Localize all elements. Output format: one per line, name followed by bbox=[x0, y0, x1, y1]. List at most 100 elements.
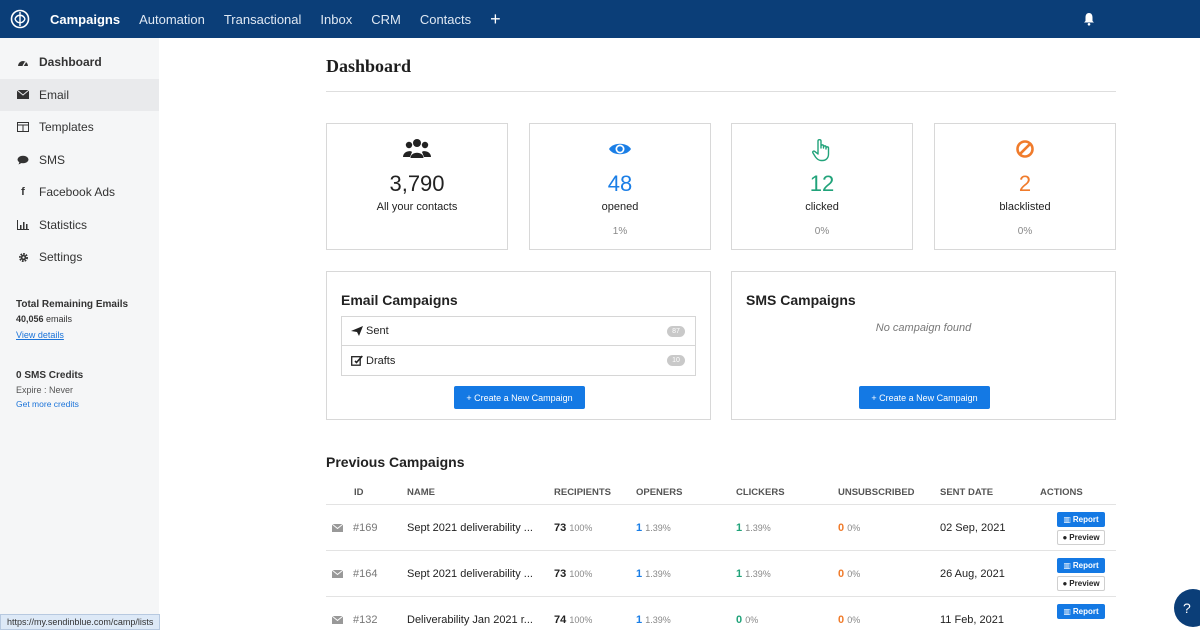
envelope-icon bbox=[332, 616, 343, 624]
nav-contacts[interactable]: Contacts bbox=[419, 11, 472, 27]
sent-date: 26 Aug, 2021 bbox=[940, 568, 1005, 580]
campaign-row-drafts[interactable]: Drafts 10 bbox=[342, 346, 695, 375]
email-campaigns-list: Sent 87 Drafts 10 bbox=[341, 316, 696, 376]
stat-percent: 0% bbox=[1017, 226, 1033, 237]
sidebar-item-statistics[interactable]: Statistics bbox=[0, 209, 159, 242]
campaign-name[interactable]: Deliverability Jan 2021 r... bbox=[407, 614, 533, 626]
eye-icon: ● bbox=[1062, 579, 1068, 588]
table-row[interactable]: #132 Deliverability Jan 2021 r... 74 100… bbox=[326, 596, 1116, 630]
sidebar-item-label: Dashboard bbox=[39, 55, 102, 70]
campaign-id: #169 bbox=[353, 522, 378, 534]
chart-icon: ▥ bbox=[1063, 515, 1071, 524]
eye-icon bbox=[609, 143, 631, 155]
recipients-cell: 73 100% bbox=[554, 568, 593, 580]
sent-date: 02 Sep, 2021 bbox=[940, 522, 1006, 534]
envelope-icon bbox=[16, 89, 30, 101]
campaign-row-label: Sent bbox=[366, 325, 389, 337]
dashboard-icon bbox=[16, 56, 30, 68]
report-button[interactable]: ▥ Report bbox=[1057, 604, 1105, 619]
envelope-icon bbox=[332, 570, 343, 578]
users-icon bbox=[403, 139, 431, 158]
sms-expire: Expire : Never bbox=[16, 384, 74, 395]
stat-value: 12 bbox=[809, 171, 835, 196]
edit-icon bbox=[351, 355, 363, 366]
column-header-id: ID bbox=[354, 487, 364, 498]
sidebar: Dashboard Email Templates SMS f Facebook… bbox=[0, 38, 159, 630]
sidebar-item-templates[interactable]: Templates bbox=[0, 111, 159, 144]
sidebar-item-label: SMS bbox=[39, 152, 66, 167]
get-more-credits-link[interactable]: Get more credits bbox=[16, 398, 79, 409]
preview-button[interactable]: ● Preview bbox=[1057, 530, 1105, 545]
openers-cell: 1 1.39% bbox=[636, 568, 671, 580]
page-title: Dashboard bbox=[326, 56, 412, 76]
campaign-id: #164 bbox=[353, 568, 378, 580]
bell-icon[interactable] bbox=[1083, 12, 1095, 26]
sidebar-item-settings[interactable]: Settings bbox=[0, 241, 159, 274]
sidebar-item-label: Templates bbox=[39, 120, 94, 135]
sendinblue-logo-icon[interactable] bbox=[9, 8, 31, 30]
campaign-row-sent[interactable]: Sent 87 bbox=[342, 317, 695, 346]
table-row[interactable]: #169 Sept 2021 deliverability ... 73 100… bbox=[326, 504, 1116, 550]
sidebar-item-label: Statistics bbox=[39, 217, 88, 232]
envelope-icon bbox=[332, 524, 343, 532]
nav-inbox[interactable]: Inbox bbox=[320, 11, 353, 27]
recipients-cell: 73 100% bbox=[554, 522, 593, 534]
facebook-icon: f bbox=[21, 186, 25, 199]
help-chat-button[interactable]: ? bbox=[1174, 589, 1200, 627]
no-campaign-message: No campaign found bbox=[875, 322, 972, 334]
chart-icon: ▥ bbox=[1063, 607, 1071, 616]
column-header-sent-date: SENT DATE bbox=[940, 487, 994, 498]
stat-card-opened[interactable]: 48 opened 1% bbox=[529, 123, 711, 250]
status-url-bar: https://my.sendinblue.com/camp/lists bbox=[0, 614, 161, 630]
top-nav: Campaigns Automation Transactional Inbox… bbox=[0, 0, 1200, 38]
stat-percent: 0% bbox=[814, 226, 830, 237]
nav-campaigns[interactable]: Campaigns bbox=[50, 11, 121, 27]
remaining-emails-panel: Total Remaining Emails 40,056 emails Vie… bbox=[0, 299, 159, 340]
sms-campaigns-card: SMS Campaigns No campaign found + Create… bbox=[731, 271, 1116, 420]
sidebar-item-sms[interactable]: SMS bbox=[0, 144, 159, 177]
table-row[interactable]: #164 Sept 2021 deliverability ... 73 100… bbox=[326, 550, 1116, 596]
stat-card-contacts[interactable]: 3,790 All your contacts bbox=[326, 123, 508, 250]
paper-plane-icon bbox=[351, 326, 363, 336]
title-divider bbox=[326, 91, 1116, 92]
count-badge: 87 bbox=[667, 326, 685, 337]
campaign-name[interactable]: Sept 2021 deliverability ... bbox=[407, 568, 533, 580]
report-button[interactable]: ▥ Report bbox=[1057, 558, 1105, 573]
report-button[interactable]: ▥ Report bbox=[1057, 512, 1105, 527]
sidebar-item-facebook-ads[interactable]: f Facebook Ads bbox=[0, 176, 159, 209]
sidebar-item-label: Facebook Ads bbox=[39, 185, 116, 200]
clickers-cell: 1 1.39% bbox=[736, 568, 771, 580]
column-header-recipients: RECIPIENTS bbox=[554, 487, 612, 498]
stat-percent: 1% bbox=[612, 226, 628, 237]
stat-label: All your contacts bbox=[376, 201, 458, 213]
nav-automation[interactable]: Automation bbox=[139, 11, 205, 27]
column-header-actions: ACTIONS bbox=[1040, 487, 1083, 498]
sidebar-item-label: Email bbox=[39, 87, 70, 102]
sidebar-item-email[interactable]: Email bbox=[0, 78, 159, 111]
sms-credits-panel: 0 SMS Credits Expire : Never Get more cr… bbox=[0, 370, 159, 409]
sms-credits-title: 0 SMS Credits bbox=[16, 369, 84, 381]
sms-campaigns-title: SMS Campaigns bbox=[746, 292, 856, 308]
stat-card-clicked[interactable]: 12 clicked 0% bbox=[731, 123, 913, 250]
chat-icon bbox=[16, 154, 30, 166]
stat-card-blacklisted[interactable]: 2 blacklisted 0% bbox=[934, 123, 1116, 250]
create-sms-campaign-button[interactable]: + Create a New Campaign bbox=[859, 386, 990, 409]
column-header-clickers: CLICKERS bbox=[736, 487, 785, 498]
email-campaigns-card: Email Campaigns Sent 87 Drafts 10 + Crea… bbox=[326, 271, 711, 420]
nav-add-button[interactable]: + bbox=[490, 9, 501, 29]
nav-crm[interactable]: CRM bbox=[371, 11, 401, 27]
column-header-openers: OPENERS bbox=[636, 487, 683, 498]
stat-label: opened bbox=[601, 201, 639, 213]
campaign-name[interactable]: Sept 2021 deliverability ... bbox=[407, 522, 533, 534]
view-details-link[interactable]: View details bbox=[16, 329, 64, 340]
sidebar-item-dashboard[interactable]: Dashboard bbox=[0, 46, 159, 79]
template-icon bbox=[16, 121, 30, 133]
create-email-campaign-button[interactable]: + Create a New Campaign bbox=[454, 386, 585, 409]
previous-campaigns-title: Previous Campaigns bbox=[326, 454, 465, 470]
preview-button[interactable]: ● Preview bbox=[1057, 576, 1105, 591]
sidebar-item-label: Settings bbox=[39, 250, 83, 265]
stat-value: 2 bbox=[1018, 171, 1032, 196]
stat-label: clicked bbox=[805, 201, 839, 213]
nav-transactional[interactable]: Transactional bbox=[223, 11, 302, 27]
stat-value: 48 bbox=[607, 171, 633, 196]
